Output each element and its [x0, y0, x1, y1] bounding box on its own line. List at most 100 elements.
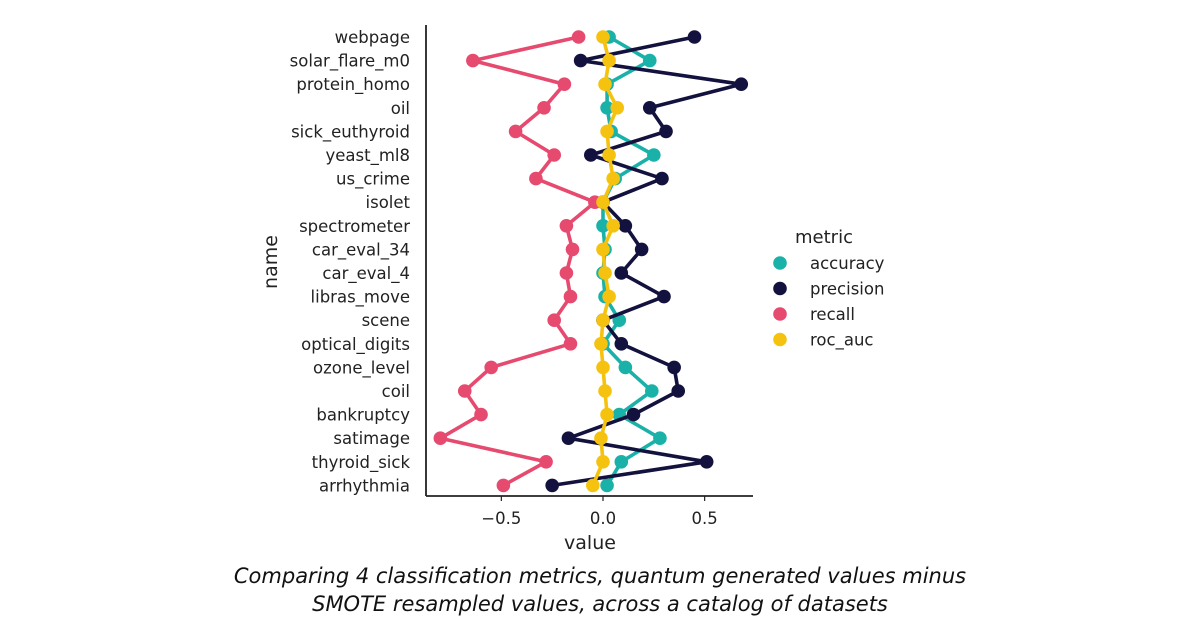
point-roc_auc-webpage — [596, 30, 610, 44]
point-recall-arrhythmia — [496, 478, 511, 493]
point-roc_auc-satimage — [594, 431, 608, 446]
point-accuracy-solar_flare_m0 — [642, 53, 657, 68]
legend-label-precision: precision — [810, 280, 884, 299]
point-precision-sick_euthyroid — [659, 124, 673, 139]
y-tick-label-solar_flare_m0: solar_flare_m0 — [290, 52, 410, 72]
series-group — [433, 30, 749, 493]
point-recall-yeast_ml8 — [547, 148, 562, 162]
point-precision-libras_move — [657, 289, 671, 304]
legend-label-recall: recall — [810, 305, 855, 324]
axes — [425, 25, 753, 497]
point-roc_auc-arrhythmia — [586, 478, 600, 493]
point-recall-optical_digits — [563, 337, 578, 351]
legend-title: metric — [795, 227, 853, 248]
point-precision-us_crime — [655, 171, 669, 186]
point-roc_auc-isolet — [596, 195, 610, 209]
point-accuracy-satimage — [653, 431, 667, 446]
point-recall-car_eval_34 — [565, 242, 580, 257]
point-recall-satimage — [433, 431, 448, 446]
point-accuracy-spectrometer — [596, 219, 610, 233]
point-recall-spectrometer — [559, 219, 574, 233]
x-tick-label: −0.5 — [481, 509, 521, 528]
y-tick-label-us_crime: us_crime — [336, 170, 410, 190]
y-tick-label-scene: scene — [362, 311, 410, 330]
y-tick-label-oil: oil — [391, 99, 410, 118]
point-precision-yeast_ml8 — [584, 148, 598, 162]
point-recall-car_eval_4 — [559, 266, 574, 280]
y-tick-label-bankruptcy: bankruptcy — [316, 406, 410, 425]
point-roc_auc-thyroid_sick — [596, 455, 610, 469]
point-roc_auc-coil — [598, 384, 612, 398]
point-recall-oil — [537, 101, 551, 115]
y-tick-label-isolet: isolet — [366, 193, 411, 212]
point-accuracy-thyroid_sick — [614, 455, 629, 469]
point-roc_auc-libras_move — [602, 289, 616, 304]
point-precision-webpage — [687, 30, 702, 44]
legend-marker-roc_auc — [773, 332, 787, 347]
point-precision-car_eval_4 — [614, 266, 629, 280]
point-roc_auc-bankruptcy — [600, 407, 614, 422]
point-roc_auc-spectrometer — [606, 219, 620, 233]
point-roc_auc-optical_digits — [594, 337, 608, 351]
point-precision-thyroid_sick — [699, 455, 714, 469]
point-precision-spectrometer — [618, 219, 633, 233]
point-roc_auc-yeast_ml8 — [602, 148, 616, 162]
y-axis-label: name — [260, 235, 282, 289]
point-recall-ozone_level — [484, 360, 498, 375]
caption-line-1: Comparing 4 classification metrics, quan… — [233, 564, 967, 588]
point-recall-scene — [547, 313, 562, 328]
legend-label-roc_auc: roc_auc — [810, 331, 873, 351]
point-precision-protein_homo — [734, 77, 749, 91]
point-accuracy-ozone_level — [618, 360, 633, 375]
y-tick-label-sick_euthyroid: sick_euthyroid — [291, 122, 410, 142]
y-tick-label-spectrometer: spectrometer — [299, 217, 410, 236]
point-recall-thyroid_sick — [539, 455, 553, 469]
series-roc_auc — [586, 30, 625, 493]
point-roc_auc-solar_flare_m0 — [602, 53, 616, 68]
point-recall-protein_homo — [557, 77, 572, 91]
point-accuracy-oil — [600, 101, 614, 115]
series-recall — [433, 30, 602, 493]
point-roc_auc-car_eval_4 — [598, 266, 612, 280]
x-ticks: −0.5 0.0 0.5 — [481, 496, 718, 528]
point-accuracy-coil — [644, 384, 659, 398]
legend-label-accuracy: accuracy — [810, 254, 885, 273]
point-precision-coil — [671, 384, 686, 398]
y-tick-label-thyroid_sick: thyroid_sick — [312, 453, 411, 473]
y-tick-label-protein_homo: protein_homo — [296, 75, 410, 95]
y-tick-label-optical_digits: optical_digits — [301, 335, 410, 355]
series-precision — [545, 30, 749, 493]
point-recall-libras_move — [563, 289, 578, 304]
point-roc_auc-ozone_level — [596, 360, 610, 375]
y-tick-label-car_eval_4: car_eval_4 — [322, 264, 410, 284]
point-precision-bankruptcy — [626, 407, 641, 422]
point-precision-optical_digits — [614, 337, 629, 351]
y-tick-label-webpage: webpage — [335, 28, 410, 47]
point-precision-ozone_level — [667, 360, 681, 375]
x-tick-label: 0.5 — [692, 509, 718, 528]
legend: metric accuracy precision recall roc_auc — [773, 227, 885, 351]
point-recall-webpage — [571, 30, 586, 44]
point-precision-oil — [642, 101, 657, 115]
point-recall-sick_euthyroid — [508, 124, 523, 139]
point-precision-car_eval_34 — [634, 242, 649, 257]
point-accuracy-yeast_ml8 — [647, 148, 661, 162]
y-tick-label-yeast_ml8: yeast_ml8 — [326, 146, 411, 166]
y-tick-label-coil: coil — [382, 382, 410, 401]
series-line-recall — [438, 35, 597, 488]
point-recall-coil — [457, 384, 472, 398]
y-tick-label-libras_move: libras_move — [311, 288, 410, 308]
point-recall-us_crime — [529, 171, 543, 186]
point-recall-bankruptcy — [474, 407, 488, 422]
y-tick-label-satimage: satimage — [333, 429, 410, 448]
point-precision-solar_flare_m0 — [573, 53, 588, 68]
x-tick-label: 0.0 — [590, 509, 616, 528]
y-tick-label-arrhythmia: arrhythmia — [319, 476, 410, 495]
legend-marker-recall — [773, 307, 787, 321]
legend-marker-accuracy — [773, 256, 787, 270]
point-roc_auc-oil — [610, 101, 625, 115]
y-tick-label-ozone_level: ozone_level — [313, 358, 410, 378]
point-recall-solar_flare_m0 — [466, 53, 480, 68]
